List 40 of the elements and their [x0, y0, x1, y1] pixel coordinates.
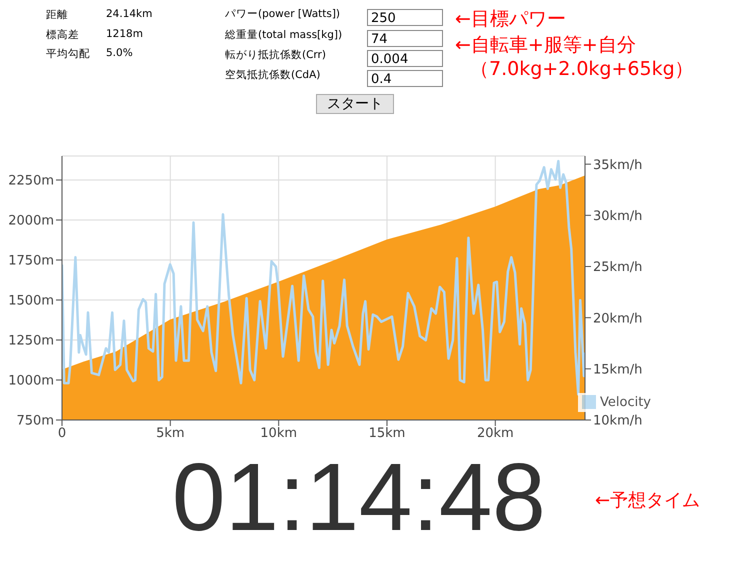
y2-tick-label: 15km/h: [593, 362, 642, 378]
text: 標高差: [46, 28, 79, 42]
text: パワー(power [Watts]): [225, 7, 340, 21]
y2-tick-label: 25km/h: [593, 260, 642, 276]
text: 24.14km: [106, 8, 152, 20]
y-tick-label: 1750m: [8, 254, 54, 269]
text: ←予想タイム: [595, 489, 700, 512]
legend-label: Velocity: [600, 395, 651, 410]
y-tick-label: 1500m: [8, 294, 54, 309]
y2-tick-label: 30km/h: [593, 208, 642, 224]
line-series: [62, 160, 585, 396]
text-field: 0.004: [367, 50, 443, 67]
y2-tick-label: 35km/h: [593, 158, 642, 173]
text: （7.0kg+2.0kg+65kg）: [470, 57, 694, 82]
text: 平均勾配: [46, 47, 90, 61]
text: 転がり抵抗係数(Crr): [225, 48, 326, 62]
text: 空気抵抗係数(CdA): [225, 68, 320, 82]
text: 1218m: [106, 28, 143, 40]
text: 総重量(total mass[kg]): [225, 28, 342, 42]
x-tick-label: 15km: [368, 426, 406, 442]
x-tick-label: 10km: [260, 426, 298, 442]
text: 01:14:48: [172, 444, 546, 551]
y2-tick-label: 10km/h: [593, 414, 642, 429]
text-field: 74: [367, 30, 443, 47]
button: スタート: [316, 94, 394, 114]
y-tick-label: 1000m: [8, 374, 54, 389]
x-tick-label: 5km: [156, 426, 185, 442]
y-tick-label: 1250m: [8, 334, 54, 349]
text-field: 250: [367, 9, 443, 26]
text: 距離: [46, 8, 68, 22]
text: 5.0%: [106, 47, 133, 59]
text-field: 0.4: [367, 70, 443, 87]
text: ←自転車+服等+自分: [455, 33, 636, 58]
y-tick-label: 750m: [16, 414, 54, 429]
text: ←目標パワー: [455, 7, 566, 32]
y2-tick-label: 20km/h: [593, 311, 642, 326]
x-tick-label: 0: [58, 426, 66, 442]
y-tick-label: 2250m: [8, 174, 54, 189]
y-tick-label: 2000m: [8, 214, 54, 229]
x-tick-label: 20km: [476, 426, 514, 442]
